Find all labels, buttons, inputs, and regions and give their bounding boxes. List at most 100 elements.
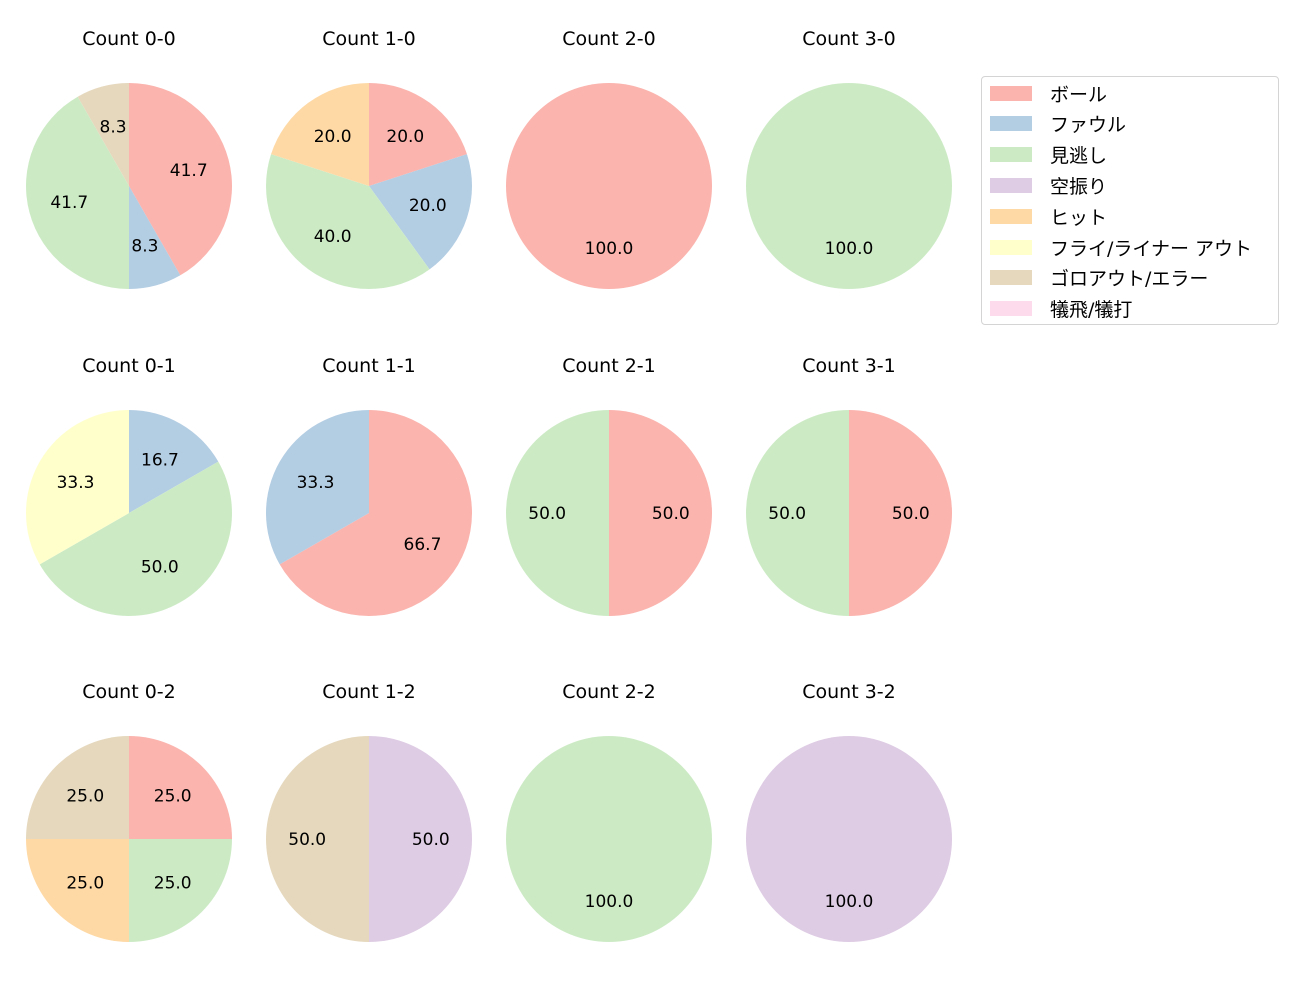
pie-slice	[369, 736, 472, 942]
pie-slice	[129, 186, 181, 289]
pie-panel: Count 1-1 66.7 33.3	[249, 339, 489, 659]
slice-value-label: 41.7	[50, 193, 88, 213]
slice-value-label: 16.7	[141, 451, 179, 471]
pie-slice	[129, 839, 232, 942]
slice-value-label: 8.3	[100, 117, 127, 137]
legend-swatch	[990, 270, 1032, 286]
pie-panel: Count 1-2 50.0 50.0	[249, 665, 489, 985]
pie-slice	[129, 410, 219, 513]
pie-slice	[77, 83, 129, 186]
pie-slice	[506, 736, 712, 942]
pie-panel: Count 0-0 41.7 8.3 41.7 8.3	[9, 12, 249, 332]
slice-value-label: 100.0	[825, 239, 874, 259]
pie-chart: 66.7 33.3	[266, 410, 472, 616]
pie-panel: Count 0-1 16.7 50.0 33.3	[9, 339, 249, 659]
pie-slice	[129, 736, 232, 839]
pie-slice	[26, 839, 129, 942]
pie-slice	[849, 410, 952, 616]
pie-slice	[746, 736, 952, 942]
pie-panel: Count 3-1 50.0 50.0	[729, 339, 969, 659]
slice-value-label: 25.0	[66, 786, 104, 806]
pie-slice	[369, 83, 467, 186]
pie-slice	[279, 410, 472, 616]
slice-value-label: 50.0	[892, 504, 930, 524]
pie-panel: Count 3-2 100.0	[729, 665, 969, 985]
pie-title: Count 1-1	[322, 355, 416, 377]
legend-item: ヒット	[990, 202, 1107, 230]
pie-title: Count 0-0	[82, 28, 176, 50]
legend-swatch	[990, 85, 1032, 101]
legend-item: ファウル	[990, 110, 1126, 138]
slice-value-label: 100.0	[585, 239, 634, 259]
legend-label: ヒット	[1050, 206, 1108, 229]
pie-panel: Count 0-2 25.0 25.0 25.0 25.0	[9, 665, 249, 985]
slice-value-label: 25.0	[154, 786, 192, 806]
pie-chart: 100.0	[506, 736, 712, 942]
pie-slice	[746, 83, 952, 289]
pie-slice	[25, 96, 129, 290]
slice-value-label: 20.0	[314, 127, 352, 147]
pie-title: Count 0-1	[82, 355, 176, 377]
pie-chart: 50.0 50.0	[506, 410, 712, 616]
slice-value-label: 50.0	[412, 830, 450, 850]
slice-value-label: 25.0	[154, 874, 192, 894]
pie-slice	[271, 83, 369, 186]
legend-swatch	[990, 177, 1032, 193]
legend-item: フライ/ライナー アウト	[990, 233, 1252, 261]
legend-label: ゴロアウト/エラー	[1050, 268, 1209, 291]
legend-item: 空振り	[990, 171, 1107, 199]
slice-value-label: 20.0	[409, 196, 447, 216]
slice-value-label: 50.0	[768, 504, 806, 524]
legend-swatch	[990, 208, 1032, 224]
pie-title: Count 3-2	[802, 681, 896, 703]
legend-swatch	[990, 301, 1032, 317]
pie-panel: Count 2-2 100.0	[489, 665, 729, 985]
pie-panel: Count 3-0 100.0	[729, 12, 969, 332]
pie-chart: 100.0	[746, 83, 952, 289]
legend: ボール ファウル 見逃し 空振り ヒット フライ/ライナー アウト ゴロアウト/エラー 犠飛/…	[981, 76, 1279, 325]
slice-value-label: 50.0	[528, 504, 566, 524]
legend-label: 犠飛/犠打	[1050, 299, 1133, 322]
legend-label: ファウル	[1050, 114, 1127, 137]
slice-value-label: 8.3	[131, 237, 158, 257]
slice-value-label: 100.0	[585, 892, 634, 912]
legend-item: ゴロアウト/エラー	[990, 264, 1208, 292]
slice-value-label: 40.0	[314, 227, 352, 247]
pie-slice	[26, 736, 129, 839]
pie-title: Count 2-0	[562, 28, 656, 50]
pie-slice	[746, 410, 849, 616]
pie-chart: 100.0	[506, 83, 712, 289]
pie-slice	[506, 410, 609, 616]
pie-slice	[369, 154, 472, 270]
pie-slice	[25, 410, 129, 565]
pie-title: Count 0-2	[82, 681, 176, 703]
pie-title: Count 3-0	[802, 28, 896, 50]
legend-label: 空振り	[1050, 175, 1108, 198]
pie-chart: 41.7 8.3 41.7 8.3	[25, 83, 233, 290]
pie-slice	[609, 410, 712, 616]
pie-chart: 20.0 20.0 40.0 20.0	[266, 83, 472, 289]
pie-panel: Count 2-1 50.0 50.0	[489, 339, 729, 659]
pie-title: Count 2-1	[562, 355, 656, 377]
legend-swatch	[990, 147, 1032, 163]
pie-title: Count 1-2	[322, 681, 416, 703]
pie-chart: 25.0 25.0 25.0 25.0	[26, 736, 232, 942]
legend-label: ボール	[1050, 83, 1108, 106]
legend-swatch	[990, 116, 1032, 132]
pie-slice	[266, 154, 430, 289]
pie-title: Count 3-1	[802, 355, 896, 377]
legend-item: 犠飛/犠打	[990, 295, 1132, 323]
pie-title: Count 2-2	[562, 681, 656, 703]
legend-item: ボール	[990, 79, 1107, 107]
pie-title: Count 1-0	[322, 28, 416, 50]
slice-value-label: 50.0	[141, 558, 179, 578]
legend-swatch	[990, 239, 1032, 255]
pie-slice	[266, 736, 369, 942]
pie-panel: Count 1-0 20.0 20.0 40.0 20.0	[249, 12, 489, 332]
pie-slice	[266, 410, 369, 565]
pie-panel: Count 2-0 100.0	[489, 12, 729, 332]
pie-chart: 16.7 50.0 33.3	[25, 410, 233, 616]
pie-slice	[129, 83, 233, 276]
pie-slice	[506, 83, 712, 289]
slice-value-label: 100.0	[825, 892, 874, 912]
